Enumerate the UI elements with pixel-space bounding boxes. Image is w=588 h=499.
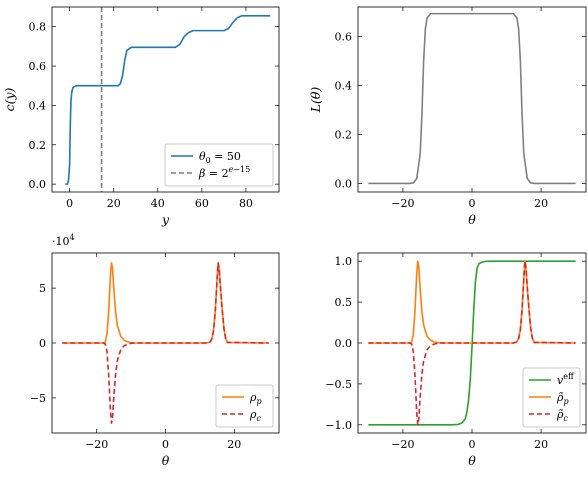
x-axis-label: y [161,212,170,227]
y-tick-label: 0.8 [29,21,47,34]
y-tick-label: 0.0 [29,178,47,191]
legend-label: ρ̃c [556,408,568,423]
legend: ρp ρc [215,384,274,428]
x-tick-label: 40 [151,197,165,210]
y-tick-label: 0.2 [29,139,47,152]
x-tick-label: 0 [469,197,476,210]
y-tick-label: −1.0 [325,419,352,432]
legend: veff ρ̃p ρ̃c [522,367,581,428]
x-tick-label: 60 [195,197,209,210]
x-tick-label: −20 [391,438,414,451]
y-tick-label: 5 [39,282,46,295]
plot-area [368,12,576,185]
y-tick-label: 1.0 [335,255,353,268]
y-tick-label: 0 [39,337,46,350]
series-line-3 [368,260,576,426]
legend-label: β = 2e−15 [198,165,250,180]
legend-label: ρc [249,408,261,423]
x-tick-label: 0 [162,438,169,451]
x-tick-label: 0 [66,197,73,210]
plot-area [368,260,576,426]
x-axis-label: θ [468,453,476,468]
x-tick-label: 0 [469,438,476,451]
x-tick-label: −20 [391,197,414,210]
y-tick-label: 0.0 [335,177,353,190]
y-tick-label: 0.4 [335,79,353,92]
y-axis-label: c(y) [2,87,17,111]
x-tick-label: 20 [534,438,548,451]
axes-frame [357,6,587,193]
x-axis-label: θ [162,453,170,468]
legend: θ0 = 50β = 2e−15 [164,143,274,187]
legend-label: veff [557,372,575,387]
legend-box [215,384,274,428]
series-line-1 [368,12,576,185]
y-tick-label: −0.5 [325,378,352,391]
axes-frame [357,252,587,434]
y-tick-label: 0.0 [335,337,353,350]
legend-label: ρp [249,391,262,406]
x-tick-label: 20 [107,197,121,210]
legend-box [522,367,581,428]
y-axis-label: L(θ) [308,87,323,114]
y-tick-label: 0.2 [335,128,353,141]
legend-label: ρ̃p [556,391,569,406]
y-scale-multiplier: ·104 [52,233,75,248]
chart-panel-4: −20 0 20 −1.0 −0.5 0.0 0.5 1.0 θ veff ρ̃p ρ̃c [325,252,587,468]
y-tick-label: 0.5 [335,296,353,309]
y-tick-label: 0.6 [335,30,353,43]
axes-frame [51,6,280,193]
chart-panel-2: −20 0 20 0.0 0.2 0.4 0.6 θ L(θ) [308,6,587,227]
plot-area [62,262,269,424]
axes-frame [51,252,280,434]
chart-panel-1: 0 20 40 60 80 0.0 0.2 0.4 0.6 0.8 y c(y) θ0 = 50β = … [2,6,280,227]
y-tick-label: −5 [30,392,46,405]
chart-panel-3: −20 0 20 −5 0 5 θ ·104 ρp ρc [30,233,280,468]
legend-box [164,143,274,187]
x-tick-label: 20 [227,438,241,451]
series-line-2 [62,262,269,424]
series-line-1 [62,262,269,344]
x-tick-label: −20 [85,438,108,451]
series-line-1 [65,15,271,185]
plot-area [65,7,271,192]
series-line-1 [368,260,576,426]
x-tick-label: 20 [534,197,548,210]
y-tick-label: 0.6 [29,60,47,73]
x-tick-label: 80 [239,197,253,210]
y-tick-label: 0.4 [29,99,47,112]
x-axis-label: θ [468,212,476,227]
legend-label: θ0 = 50 [199,150,241,165]
